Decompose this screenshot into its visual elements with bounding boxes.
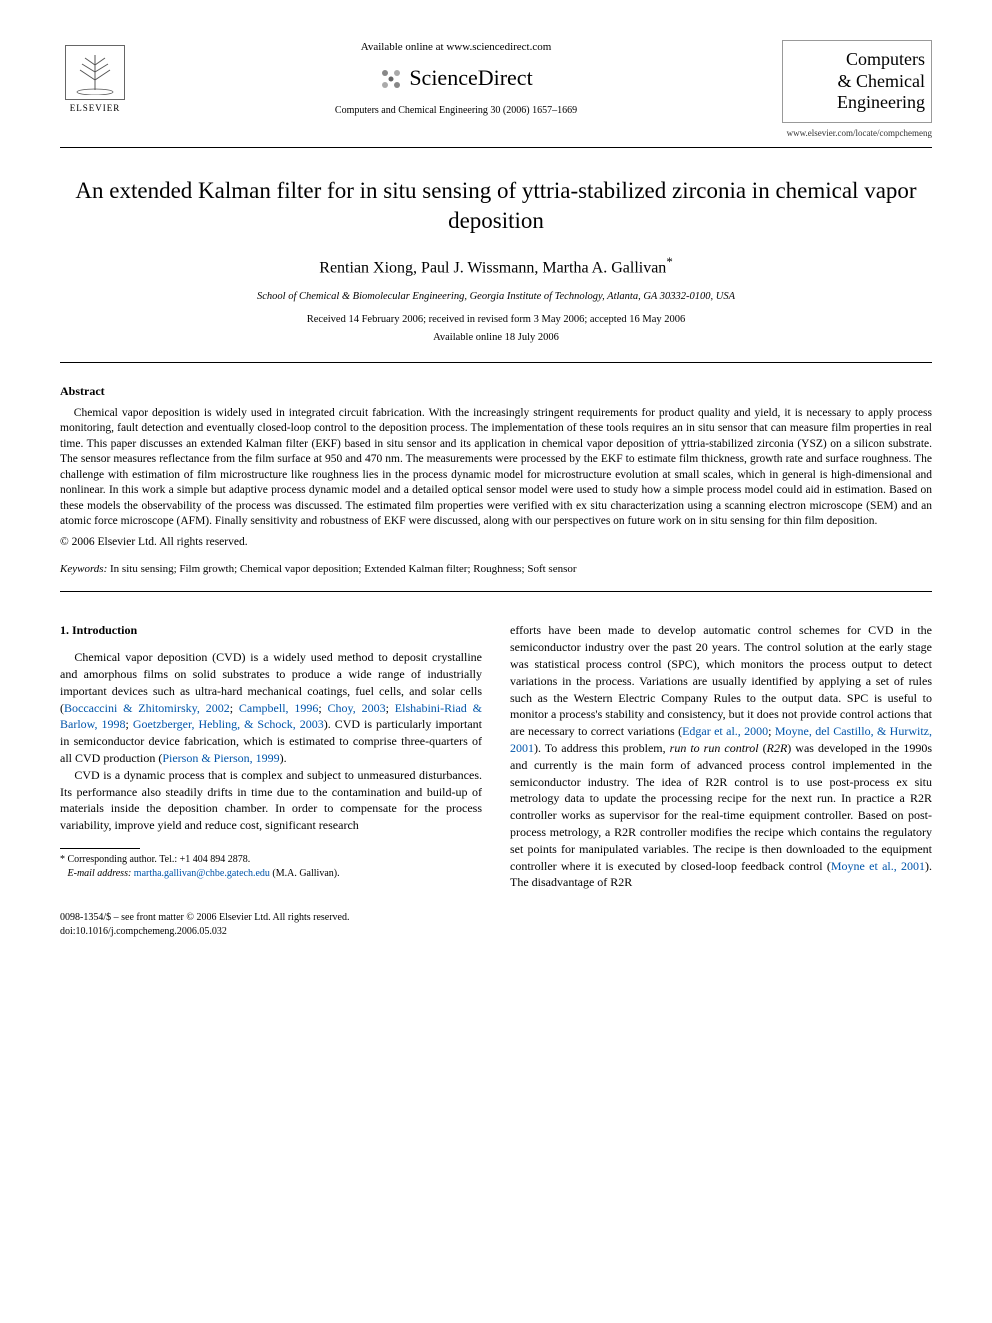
elsevier-label: ELSEVIER xyxy=(70,102,121,115)
available-online-date: Available online 18 July 2006 xyxy=(60,331,932,346)
citation-link[interactable]: Campbell, 1996 xyxy=(239,701,319,715)
page-footer: 0098-1354/$ – see front matter © 2006 El… xyxy=(60,911,932,939)
footnote-separator xyxy=(60,848,140,849)
elsevier-logo: ELSEVIER xyxy=(60,40,130,120)
email-suffix: (M.A. Gallivan). xyxy=(270,868,340,879)
abstract-section: Abstract Chemical vapor deposition is wi… xyxy=(60,383,932,577)
doi-line: doi:10.1016/j.compchemeng.2006.05.032 xyxy=(60,925,932,939)
citation-link[interactable]: Goetzberger, Hebling, & Schock, 2003 xyxy=(133,717,324,731)
abstract-text: Chemical vapor deposition is widely used… xyxy=(60,406,932,530)
article-body: 1. Introduction Chemical vapor depositio… xyxy=(60,622,932,891)
journal-name-line1: Computers xyxy=(789,49,925,71)
citation-link[interactable]: Edgar et al., 2000 xyxy=(682,724,768,738)
front-matter-line: 0098-1354/$ – see front matter © 2006 El… xyxy=(60,911,932,925)
page-header: ELSEVIER Available online at www.science… xyxy=(60,40,932,139)
sciencedirect-icon xyxy=(379,67,403,91)
journal-name-line2: & Chemical xyxy=(789,71,925,93)
citation-link[interactable]: Pierson & Pierson, 1999 xyxy=(162,751,279,765)
paragraph-3: efforts have been made to develop automa… xyxy=(510,622,932,891)
email-footnote: E-mail address: martha.gallivan@chbe.gat… xyxy=(60,867,482,881)
divider xyxy=(60,362,932,363)
sciencedirect-logo: ScienceDirect xyxy=(150,63,762,94)
authors-list: Rentian Xiong, Paul J. Wissmann, Martha … xyxy=(319,259,666,276)
email-link[interactable]: martha.gallivan@chbe.gatech.edu xyxy=(134,868,270,879)
received-dates: Received 14 February 2006; received in r… xyxy=(60,313,932,328)
journal-name-line3: Engineering xyxy=(789,92,925,114)
journal-reference: Computers and Chemical Engineering 30 (2… xyxy=(150,104,762,118)
citation-link[interactable]: Choy, 2003 xyxy=(328,701,386,715)
corresponding-mark: * xyxy=(666,255,672,269)
affiliation: School of Chemical & Biomolecular Engine… xyxy=(60,290,932,305)
citation-link[interactable]: Moyne et al., 2001 xyxy=(831,859,925,873)
keywords: Keywords: In situ sensing; Film growth; … xyxy=(60,562,932,577)
paragraph-2: CVD is a dynamic process that is complex… xyxy=(60,767,482,834)
journal-title-box: Computers & Chemical Engineering www.els… xyxy=(782,40,932,139)
divider xyxy=(60,591,932,592)
keywords-label: Keywords: xyxy=(60,563,107,575)
section-heading: 1. Introduction xyxy=(60,622,482,639)
citation-link[interactable]: Boccaccini & Zhitomirsky, 2002 xyxy=(64,701,230,715)
abstract-heading: Abstract xyxy=(60,383,932,400)
copyright: © 2006 Elsevier Ltd. All rights reserved… xyxy=(60,534,932,550)
abstract-body: Chemical vapor deposition is widely used… xyxy=(60,407,932,528)
sciencedirect-text: ScienceDirect xyxy=(409,63,532,94)
journal-name: Computers & Chemical Engineering xyxy=(782,40,932,123)
divider xyxy=(60,147,932,148)
authors: Rentian Xiong, Paul J. Wissmann, Martha … xyxy=(60,254,932,280)
elsevier-tree-icon xyxy=(65,45,125,100)
available-online-text: Available online at www.sciencedirect.co… xyxy=(150,40,762,55)
journal-url: www.elsevier.com/locate/compchemeng xyxy=(782,127,932,140)
article-title: An extended Kalman filter for in situ se… xyxy=(60,176,932,236)
keywords-list: In situ sensing; Film growth; Chemical v… xyxy=(107,563,576,575)
paragraph-1: Chemical vapor deposition (CVD) is a wid… xyxy=(60,649,482,767)
email-label: E-mail address: xyxy=(68,868,132,879)
corresponding-author-footnote: * Corresponding author. Tel.: +1 404 894… xyxy=(60,853,482,867)
center-header: Available online at www.sciencedirect.co… xyxy=(130,40,782,118)
